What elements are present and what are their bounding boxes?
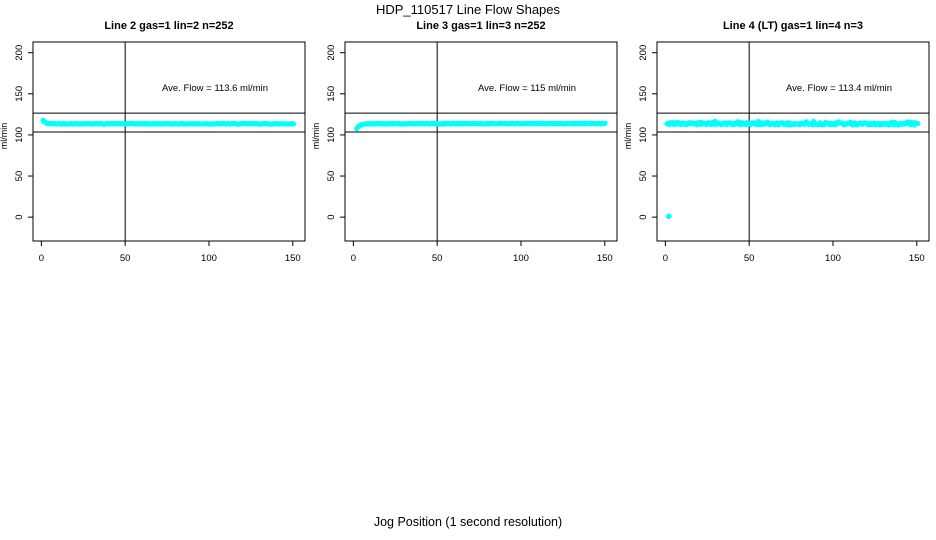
chart-title: HDP_110517 Line Flow Shapes xyxy=(375,2,561,17)
plot-area-line-2: 0 50 100 150 0 50 100 150 200 xyxy=(14,41,306,264)
svg-text:0: 0 xyxy=(326,215,337,220)
svg-text:150: 150 xyxy=(285,253,301,264)
svg-text:200: 200 xyxy=(638,45,649,61)
svg-text:150: 150 xyxy=(14,86,25,102)
ave-flow-annotation-line-2: Ave. Flow = 113.6 ml/min xyxy=(161,83,269,94)
svg-text:0: 0 xyxy=(351,253,356,264)
plot-area-line-4: 0 50 100 150 0 50 100 150 200 xyxy=(638,41,930,264)
svg-text:100: 100 xyxy=(513,253,529,264)
panel-line-4: 0 50 100 150 0 50 100 150 200 Line 4 (LT) gas=1 … xyxy=(623,20,936,282)
svg-text:50: 50 xyxy=(326,171,337,182)
ave-flow-annotation-line-4: Ave. Flow = 113.4 ml/min xyxy=(785,83,893,94)
panel-title-line-3: Line 3 gas=1 lin=3 n=252 xyxy=(416,20,546,32)
svg-text:0: 0 xyxy=(663,253,668,264)
svg-text:100: 100 xyxy=(326,127,337,143)
svg-text:100: 100 xyxy=(14,127,25,143)
panel-title-line-2: Line 2 gas=1 lin=2 n=252 xyxy=(104,20,234,32)
panel-line-3: 0 50 100 150 0 50 100 150 200 Line 3 gas=1 lin=3… xyxy=(311,20,624,282)
x-axis-label: Jog Position (1 second resolution) xyxy=(373,515,563,529)
panel-line-2: 0 50 100 150 0 50 100 150 200 Line 2 gas=1 lin=2… xyxy=(0,20,312,282)
svg-text:50: 50 xyxy=(744,253,755,264)
svg-text:200: 200 xyxy=(326,45,337,61)
svg-text:100: 100 xyxy=(825,253,841,264)
y-axis-label-line-4: ml/min xyxy=(623,122,633,150)
svg-text:50: 50 xyxy=(120,253,131,264)
y-axis-label-line-2: ml/min xyxy=(0,122,9,150)
svg-text:150: 150 xyxy=(597,253,613,264)
ave-flow-annotation-line-3: Ave. Flow = 115 ml/min xyxy=(477,83,577,94)
svg-text:50: 50 xyxy=(638,171,649,182)
svg-text:0: 0 xyxy=(39,253,44,264)
plot-area-line-3: 0 50 100 150 0 50 100 150 200 xyxy=(326,41,618,264)
svg-text:0: 0 xyxy=(14,215,25,220)
svg-text:100: 100 xyxy=(638,127,649,143)
y-axis-label-line-3: ml/min xyxy=(311,122,321,150)
svg-text:50: 50 xyxy=(432,253,443,264)
svg-text:150: 150 xyxy=(909,253,925,264)
svg-text:100: 100 xyxy=(201,253,217,264)
svg-text:50: 50 xyxy=(14,171,25,182)
svg-text:150: 150 xyxy=(326,86,337,102)
panel-title-line-4: Line 4 (LT) gas=1 lin=4 n=3 xyxy=(722,20,864,32)
svg-text:200: 200 xyxy=(14,45,25,61)
svg-text:150: 150 xyxy=(638,86,649,102)
svg-text:0: 0 xyxy=(638,215,649,220)
